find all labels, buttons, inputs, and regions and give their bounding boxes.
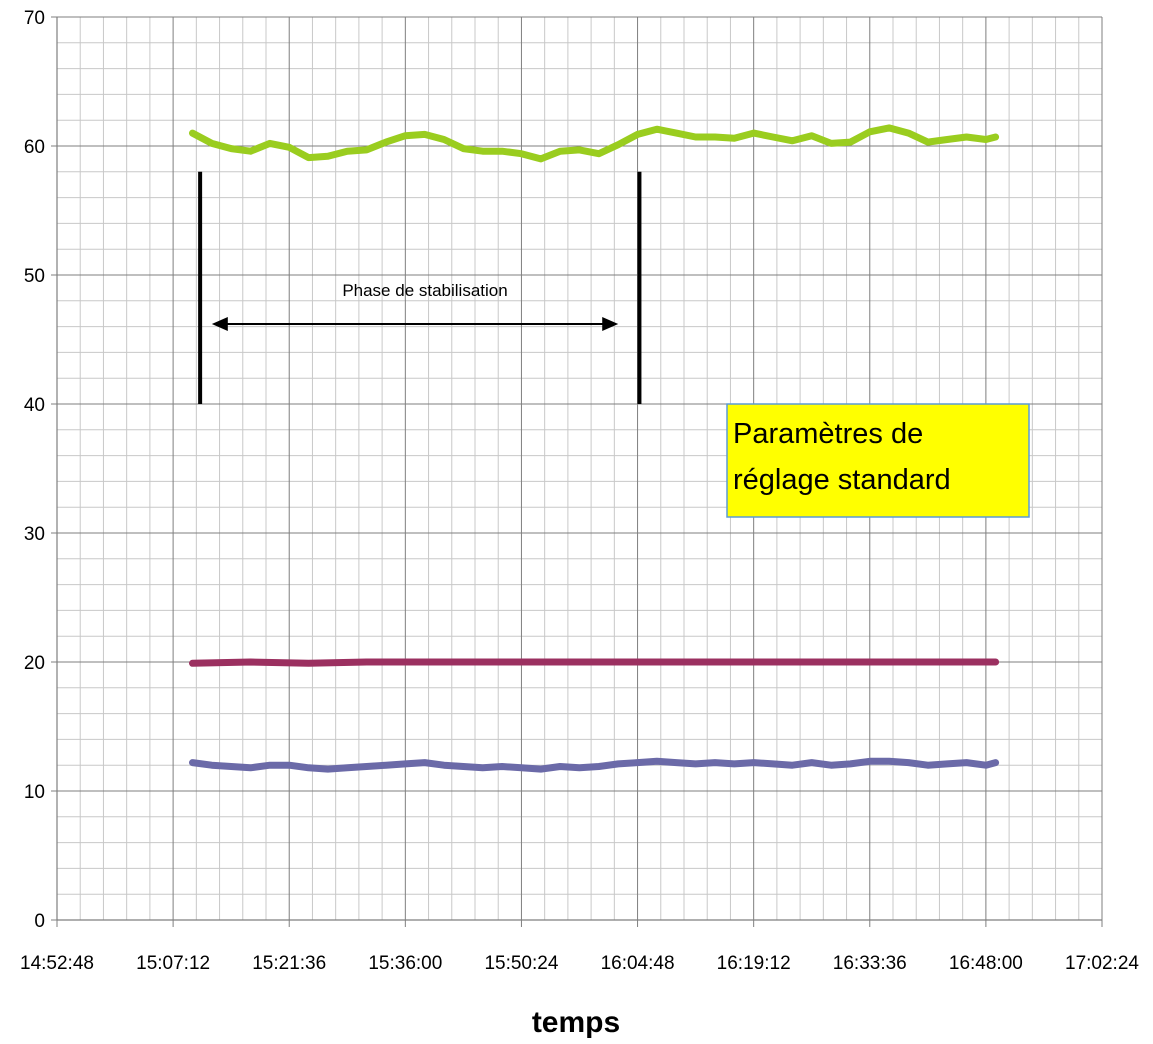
x-tick-label: 17:02:24 bbox=[1065, 953, 1139, 974]
y-tick-label: 20 bbox=[24, 653, 45, 674]
y-tick-label: 10 bbox=[24, 782, 45, 803]
series-line-3 bbox=[189, 757, 1000, 773]
phase-label: Phase de stabilisation bbox=[342, 281, 507, 300]
y-tick-label: 40 bbox=[24, 395, 45, 416]
y-tick-label: 50 bbox=[24, 266, 45, 287]
series-line-2 bbox=[189, 658, 1000, 667]
axes bbox=[51, 16, 1103, 927]
stabilisation-markers bbox=[198, 171, 642, 404]
x-tick-label: 14:52:48 bbox=[20, 953, 94, 974]
annotations: Phase de stabilisation Paramètres de rég… bbox=[211, 281, 1030, 518]
y-tick-label: 30 bbox=[24, 524, 45, 545]
minor-grid bbox=[57, 17, 1102, 920]
settings-textbox bbox=[726, 403, 1030, 518]
x-tick-label: 15:07:12 bbox=[136, 953, 210, 974]
x-tick-label: 15:36:00 bbox=[368, 953, 442, 974]
y-tick-label: 0 bbox=[34, 911, 45, 932]
series-line-1 bbox=[189, 124, 1000, 163]
x-tick-labels: 14:52:48 15:07:12 15:21:36 15:36:00 15:50:24… bbox=[20, 953, 1139, 974]
x-axis-title: temps bbox=[532, 1006, 620, 1039]
phase-arrow-head-right bbox=[602, 317, 619, 332]
settings-textbox-line1: Paramètres de bbox=[733, 418, 923, 450]
x-tick-label: 16:33:36 bbox=[833, 953, 907, 974]
series-lines bbox=[189, 124, 1000, 773]
y-tick-label: 60 bbox=[24, 137, 45, 158]
x-tick-label: 15:21:36 bbox=[252, 953, 326, 974]
y-tick-label: 70 bbox=[24, 8, 45, 29]
y-tick-labels: 0 10 20 30 40 50 60 70 bbox=[24, 8, 45, 932]
x-tick-label: 16:19:12 bbox=[717, 953, 791, 974]
x-tick-label: 15:50:24 bbox=[484, 953, 558, 974]
x-tick-label: 16:04:48 bbox=[601, 953, 675, 974]
phase-arrow-head-left bbox=[211, 317, 228, 332]
settings-textbox-line2: réglage standard bbox=[733, 464, 951, 496]
x-tick-label: 16:48:00 bbox=[949, 953, 1023, 974]
